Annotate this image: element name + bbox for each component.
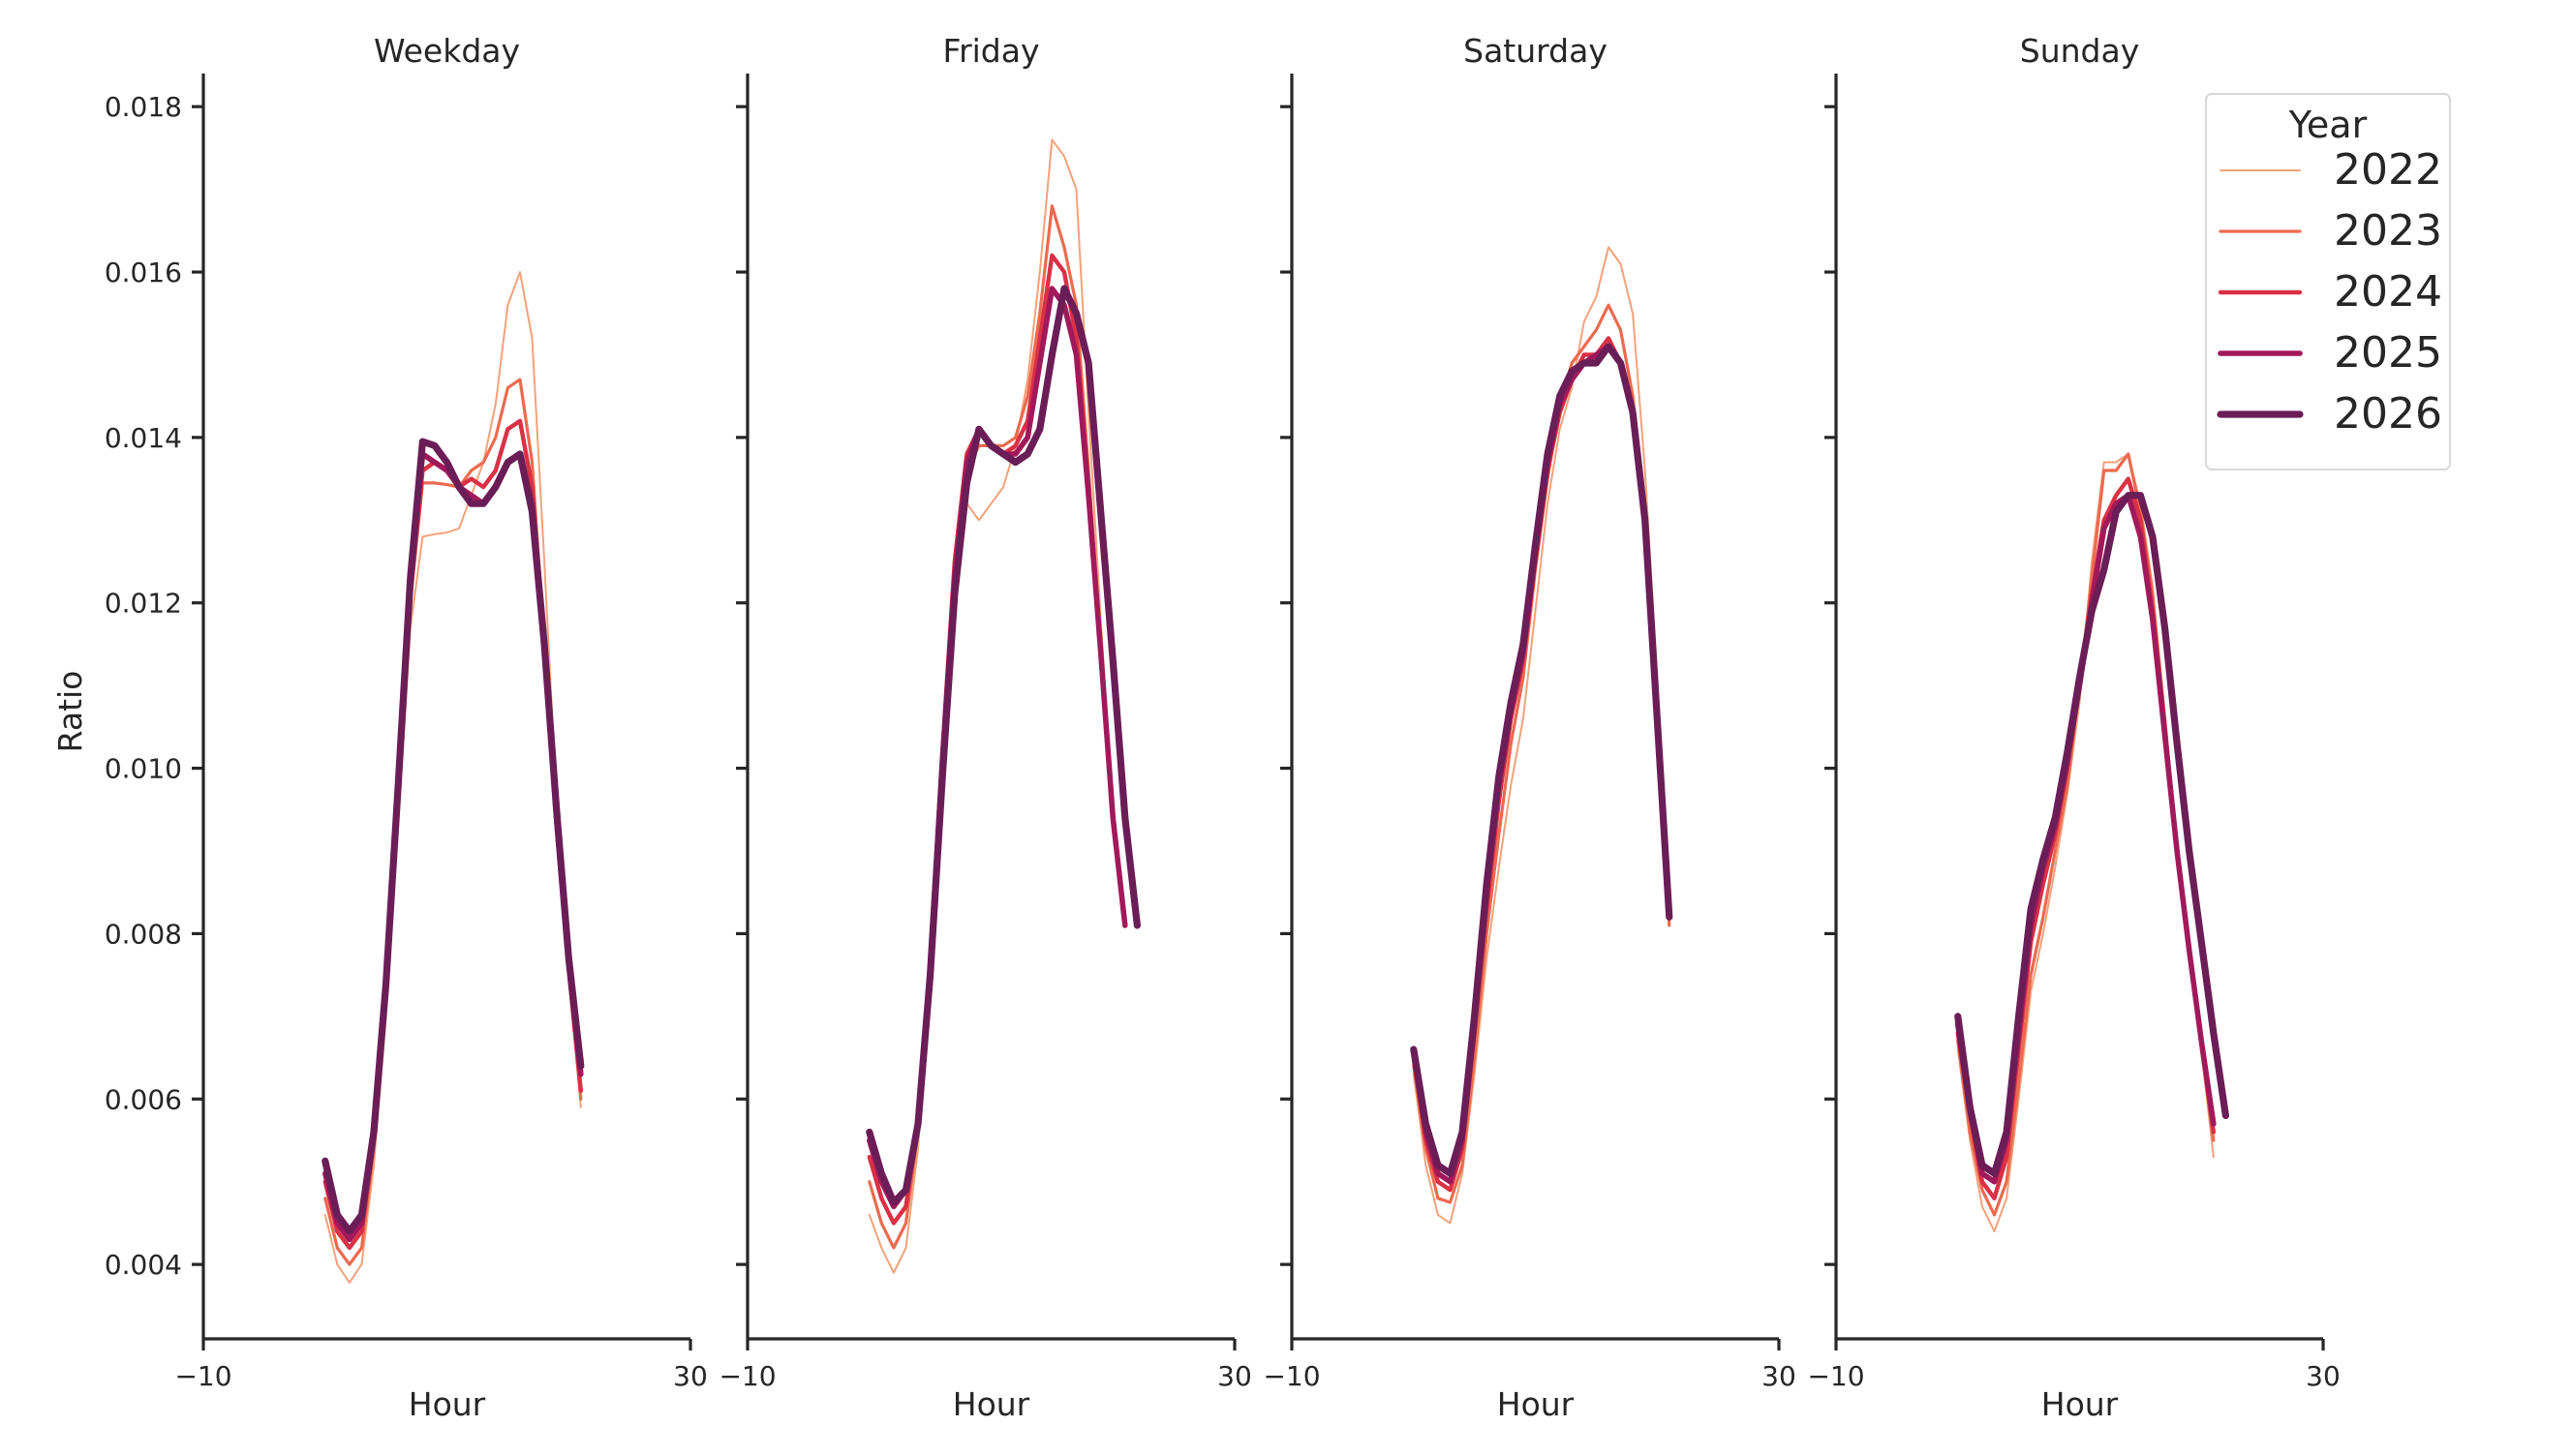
legend-item-2023: 2023: [2219, 206, 2442, 256]
y-tick-label: 0.014: [105, 422, 182, 454]
series-line-2022-saturday: [1412, 246, 1670, 1225]
legend-label: 2024: [2334, 267, 2442, 317]
y-tick-label: 0.004: [105, 1249, 182, 1281]
legend: Year 2022 2023 2024 2025 2026: [2205, 93, 2451, 470]
series-line-2024-saturday: [1411, 336, 1672, 1193]
y-tick-label: 0.006: [105, 1083, 182, 1115]
series-line-2023-saturday: [1412, 303, 1671, 1204]
x-axis-label: Hour: [2041, 1385, 2119, 1423]
panel-title-weekday: Weekday: [374, 32, 520, 70]
y-tick-label: 0.018: [105, 91, 182, 123]
series-line-2025-weekday: [322, 451, 584, 1243]
series-line-2024-friday: [867, 253, 1128, 1226]
x-tick-label: 30: [1217, 1360, 1252, 1392]
legend-box: [2205, 93, 2451, 470]
panel-sunday: Sunday −10 30 Hour: [1807, 32, 2340, 1423]
x-tick-label: 30: [2306, 1360, 2341, 1392]
panel-friday: Friday −10 30 Hour: [719, 32, 1251, 1423]
x-axis-label: Hour: [953, 1385, 1030, 1423]
series-line-2026-friday: [866, 285, 1142, 1206]
y-tick-label: 0.012: [105, 588, 182, 620]
series-line-2022-weekday: [323, 271, 582, 1284]
x-tick-label: −10: [1263, 1360, 1320, 1392]
legend-label: 2022: [2334, 145, 2442, 195]
legend-item-2025: 2025: [2218, 328, 2442, 378]
series-line-2026-sunday: [1954, 492, 2229, 1177]
y-tick-label: 0.016: [105, 257, 182, 288]
panel-title-friday: Friday: [942, 32, 1039, 70]
series-line-2026-weekday: [322, 438, 585, 1235]
legend-label: 2026: [2334, 389, 2442, 439]
series-line-2026-saturday: [1410, 343, 1673, 1177]
x-tick-label: 30: [1761, 1360, 1796, 1392]
x-tick-label: −10: [174, 1360, 231, 1392]
panel-title-sunday: Sunday: [2020, 32, 2139, 70]
y-tick-label: 0.010: [105, 753, 182, 785]
x-tick-label: −10: [1807, 1360, 1864, 1392]
series-line-2025-saturday: [1411, 344, 1672, 1185]
panel-saturday: Saturday −10 30 Hour: [1263, 32, 1795, 1423]
x-tick-label: 30: [673, 1360, 708, 1392]
legend-item-2026: 2026: [2217, 389, 2442, 439]
legend-label: 2025: [2334, 328, 2442, 378]
panel-weekday: Weekday 0.004 0.006 0.008 0.010 0.012 0.014 0.0…: [105, 32, 708, 1423]
y-tick-label: 0.008: [105, 918, 182, 950]
x-axis-label: Hour: [1497, 1385, 1575, 1423]
x-axis-label: Hour: [409, 1385, 486, 1423]
legend-item-2022: 2022: [2220, 145, 2442, 195]
legend-item-2024: 2024: [2218, 267, 2442, 317]
legend-title: Year: [2288, 104, 2368, 146]
x-tick-label: −10: [719, 1360, 776, 1392]
panel-title-saturday: Saturday: [1463, 32, 1608, 70]
series-line-2022-friday: [868, 138, 1126, 1274]
legend-label: 2023: [2334, 206, 2442, 256]
y-axis-label: Ratio: [51, 671, 89, 753]
series-line-2025-sunday: [1955, 492, 2217, 1185]
